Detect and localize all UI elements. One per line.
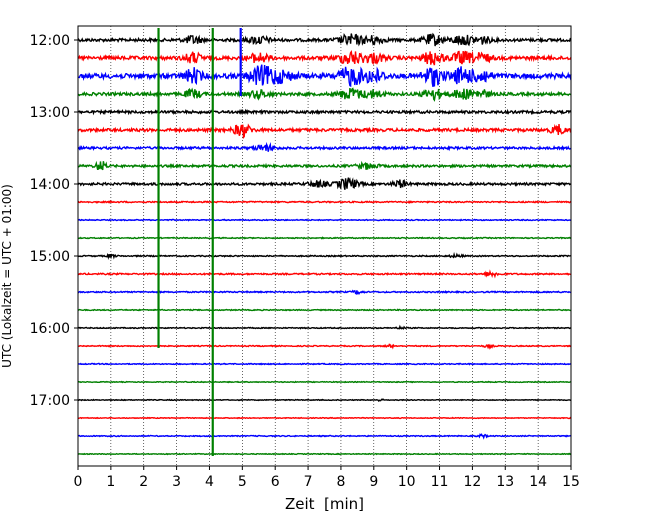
x-tick-label: 10	[398, 474, 416, 490]
trace-1200	[77, 32, 571, 47]
x-axis-label: Zeit [min]	[285, 495, 364, 513]
y-axis: 12:00 13:00 14:00 15:00 16:00 17:00	[30, 33, 78, 409]
y-tick-label: 13:00	[30, 105, 70, 121]
x-tick-label: 0	[74, 474, 83, 490]
trace-1630	[77, 362, 572, 366]
plot-frame	[77, 25, 572, 467]
trace-1700	[78, 398, 572, 403]
trace-1645	[77, 380, 572, 384]
trace-1400	[77, 177, 572, 191]
trace-1215	[77, 50, 572, 66]
x-tick-label: 6	[271, 474, 280, 490]
y-tick-label: 15:00	[30, 249, 70, 265]
x-tick-label: 14	[529, 474, 547, 490]
x-tick-label: 13	[496, 474, 514, 490]
y-tick-label: 17:00	[30, 393, 70, 409]
x-tick-label: 2	[139, 474, 148, 490]
y-tick-label: 16:00	[30, 321, 70, 337]
trace-1715	[78, 416, 572, 420]
x-tick-label: 12	[463, 474, 481, 490]
trace-1345	[77, 160, 571, 171]
x-tick-label: 7	[304, 474, 313, 490]
trace-group	[77, 28, 572, 456]
grid-lines	[110, 26, 539, 466]
x-tick-label: 9	[369, 474, 378, 490]
trace-1245	[77, 87, 572, 102]
trace-1730	[77, 433, 572, 440]
x-tick-label: 4	[205, 474, 214, 490]
trace-1500	[77, 251, 571, 260]
x-tick-label: 15	[562, 474, 580, 490]
trace-1530	[77, 289, 572, 296]
trace-1230	[77, 64, 572, 88]
trace-1300	[77, 108, 572, 116]
y-tick-label: 14:00	[30, 177, 70, 193]
trace-1445	[77, 236, 572, 240]
trace-1615	[77, 343, 572, 350]
x-tick-label: 5	[238, 474, 247, 490]
y-tick-label: 12:00	[30, 33, 70, 49]
trace-1600	[77, 324, 572, 330]
trace-1315	[77, 123, 572, 140]
x-tick-label: 3	[172, 474, 181, 490]
x-axis: 0 1 2 3 4 5 6 7 8 9 10 11 12 13 14 15	[74, 466, 580, 490]
x-tick-label: 8	[336, 474, 345, 490]
trace-1415	[77, 200, 572, 204]
x-tick-label: 11	[431, 474, 449, 490]
x-tick-label: 1	[106, 474, 115, 490]
y-axis-label: UTC (Lokalzeit = UTC + 01:00)	[0, 184, 14, 368]
trace-1745	[77, 452, 572, 456]
trace-1330	[77, 141, 572, 152]
trace-1430	[77, 218, 572, 222]
trace-1515	[77, 269, 572, 279]
trace-1545	[78, 308, 571, 312]
